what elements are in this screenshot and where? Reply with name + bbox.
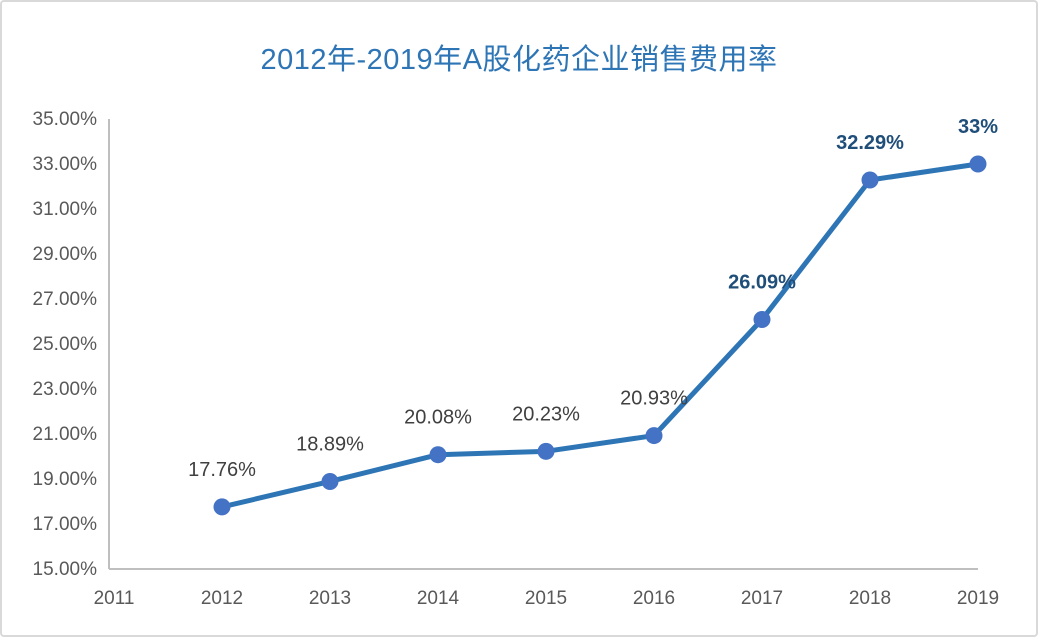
x-tick-label: 2012 [201, 588, 243, 609]
data-point-label: 20.93% [620, 388, 688, 410]
data-point-label: 26.09% [728, 271, 796, 293]
data-point-marker [321, 472, 339, 490]
y-tick-label: 19.00% [33, 469, 98, 490]
y-tick-label: 27.00% [33, 289, 98, 310]
x-tick-label: 2015 [525, 588, 567, 609]
y-tick-label: 15.00% [33, 559, 98, 580]
y-tick-label: 29.00% [33, 244, 98, 265]
data-point-label: 32.29% [836, 132, 904, 154]
x-tick-label: 2011 [94, 588, 135, 609]
x-tick-label: 2013 [309, 588, 351, 609]
x-tick-label: 2019 [957, 588, 999, 609]
y-tick-label: 35.00% [33, 109, 98, 130]
y-tick-label: 25.00% [33, 334, 98, 355]
data-point-marker [429, 446, 447, 464]
data-point-label: 20.23% [512, 403, 580, 425]
y-tick-label: 17.00% [33, 514, 98, 535]
data-point-marker [861, 171, 879, 189]
y-tick-label: 23.00% [33, 379, 98, 400]
x-tick-label: 2016 [633, 588, 675, 609]
data-point-marker [537, 442, 555, 460]
x-tick-label: 2018 [849, 588, 891, 609]
data-point-label: 20.08% [404, 407, 472, 429]
y-tick-label: 33.00% [33, 154, 98, 175]
data-point-label: 17.76% [188, 459, 256, 481]
data-point-marker [969, 155, 987, 173]
x-tick-label: 2014 [417, 588, 460, 609]
series-line [219, 161, 981, 510]
data-point-marker [753, 310, 771, 328]
x-tick-label: 2017 [741, 588, 783, 609]
data-point-marker [213, 498, 231, 516]
data-point-label: 18.89% [296, 433, 364, 455]
data-point-label: 33% [958, 116, 998, 138]
y-tick-label: 31.00% [33, 199, 98, 220]
data-point-marker [645, 427, 663, 445]
chart-title: 2012年-2019年A股化药企业销售费用率 [260, 44, 778, 76]
y-tick-label: 21.00% [33, 424, 98, 445]
